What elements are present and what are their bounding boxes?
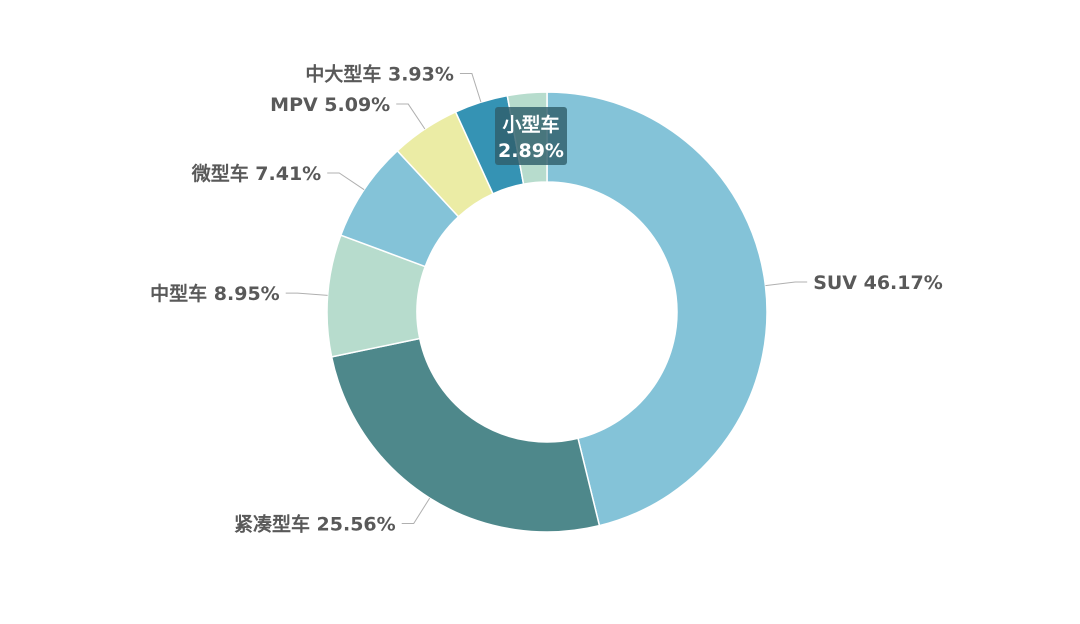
tooltip-label: 小型车 xyxy=(502,113,559,136)
tooltip-value: 2.89% xyxy=(498,140,564,162)
slice-slice-1[interactable] xyxy=(330,337,601,533)
slice-label-tooltip: 小型车 2.89% xyxy=(495,107,567,165)
slice-suv[interactable] xyxy=(546,91,768,527)
slice-label-slice-5: 中大型车 3.93% xyxy=(305,63,454,86)
tooltip-background xyxy=(495,107,567,165)
slice-label-slice-2: 中型车 8.95% xyxy=(150,282,280,305)
leader-line xyxy=(396,103,426,130)
leader-line xyxy=(765,281,808,287)
leader-line xyxy=(459,73,482,103)
slice-label-slice-3: 微型车 7.41% xyxy=(191,162,322,185)
slice-label-suv: SUV 46.17% xyxy=(813,272,943,294)
leader-line xyxy=(285,292,328,296)
donut-labels: SUV 46.17% 紧凑型车 25.56% 中型车 8.95% 微型车 7.41% M… xyxy=(150,63,943,536)
slice-label-mpv: MPV 5.09% xyxy=(270,94,390,116)
leader-line xyxy=(401,497,431,525)
leader-line xyxy=(327,172,365,191)
slice-label-slice-1: 紧凑型车 25.56% xyxy=(234,513,396,536)
